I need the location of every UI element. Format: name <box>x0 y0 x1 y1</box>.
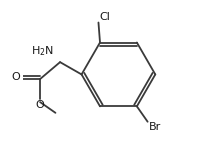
Text: Br: Br <box>148 122 161 133</box>
Text: O: O <box>36 100 44 110</box>
Text: H$_2$N: H$_2$N <box>31 44 54 58</box>
Text: Cl: Cl <box>99 12 110 22</box>
Text: O: O <box>12 73 20 82</box>
